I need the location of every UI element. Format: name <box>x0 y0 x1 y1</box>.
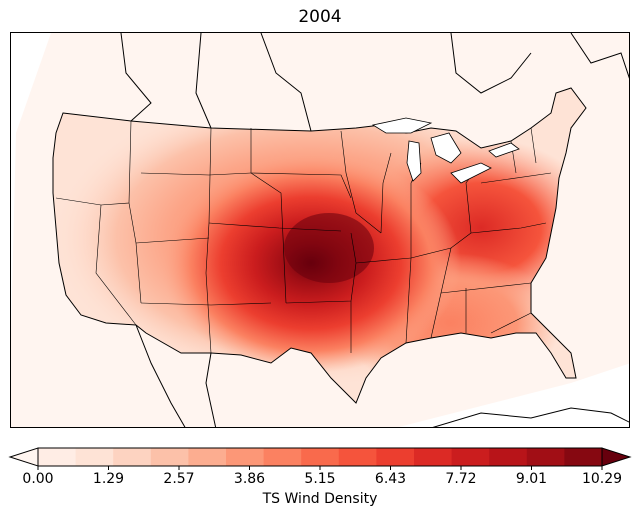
colorbar-extend-max <box>601 447 632 467</box>
low-density-area-west <box>11 33 51 333</box>
colorbar-cell <box>38 448 77 466</box>
colorbar-cell <box>113 448 152 466</box>
map-panel <box>10 32 630 428</box>
colorbar-tick-label: 7.72 <box>445 471 477 487</box>
colorbar <box>8 447 632 470</box>
colorbar-cell <box>338 448 377 466</box>
colorbar-extend-min <box>8 447 39 467</box>
map-title: 2004 <box>298 7 342 27</box>
colorbar-tick-label: 6.43 <box>374 471 407 487</box>
colorbar-cell <box>301 448 340 466</box>
colorbar-label: TS Wind Density <box>262 491 378 507</box>
great-lakes <box>371 117 520 184</box>
colorbar-cell <box>451 448 490 466</box>
country-borders <box>52 33 629 427</box>
colorbar-cell <box>376 448 415 466</box>
density-map <box>11 33 629 427</box>
colorbar-tick-label: 10.29 <box>581 471 623 487</box>
colorbar-cell <box>526 448 565 466</box>
colorbar-cell <box>226 448 265 466</box>
colorbar-tick-label: 3.86 <box>233 471 266 487</box>
colorbar-tick-label: 5.15 <box>304 471 336 487</box>
colorbar-cell <box>150 448 189 466</box>
colorbar-cell <box>414 448 453 466</box>
colorbar-tick-label: 1.29 <box>92 471 125 487</box>
colorbar-tick-label: 9.01 <box>515 471 548 487</box>
low-density-area-south <box>398 363 629 427</box>
colorbar-cell <box>263 448 302 466</box>
colorbar-cell <box>564 448 603 466</box>
colorbar-tick-label: 2.57 <box>163 471 195 487</box>
colorbar-cell <box>489 448 528 466</box>
colorbar-cell <box>188 448 227 466</box>
colorbar-tick-label: 0.00 <box>22 471 54 487</box>
colorbar-cell <box>75 448 114 466</box>
